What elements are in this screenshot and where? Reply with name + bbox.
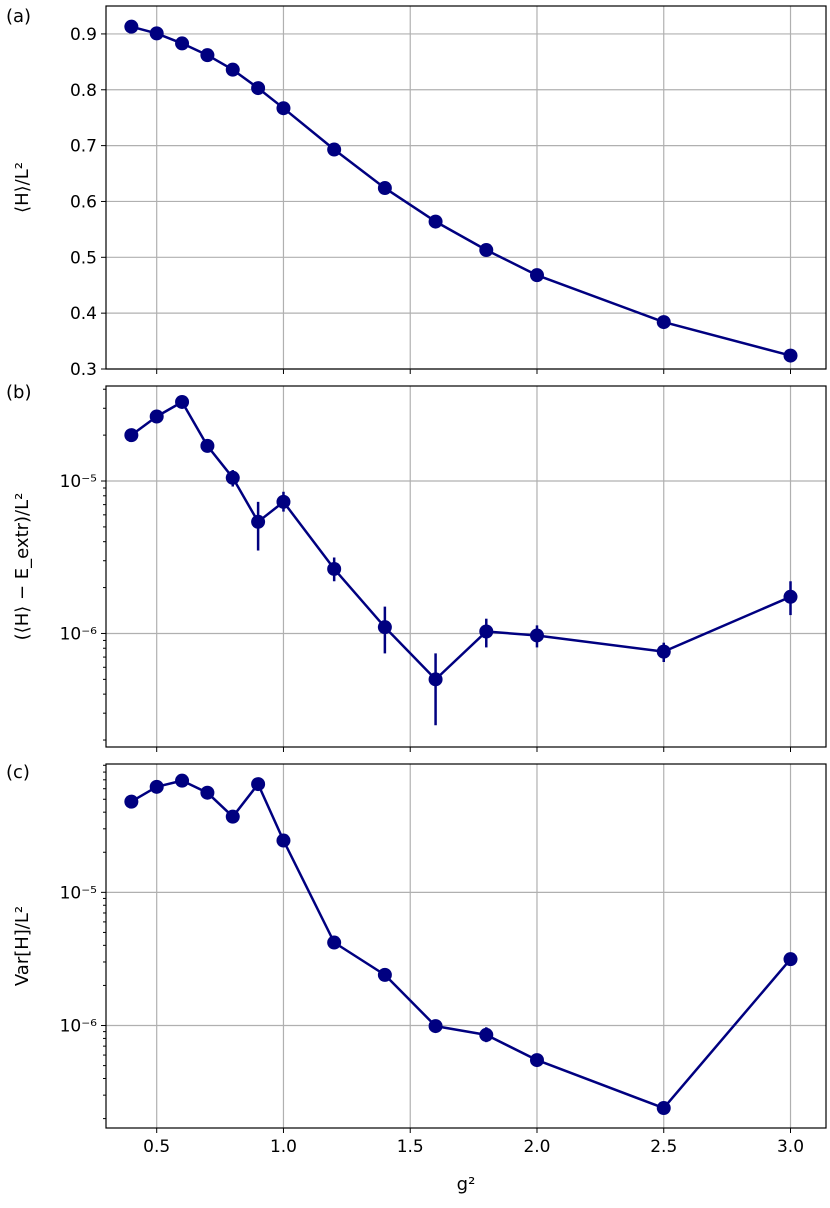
p0-point-6 — [276, 101, 291, 116]
p1-point-4 — [225, 470, 240, 485]
p0-point-9 — [428, 214, 443, 229]
p1-y-axis-label: (⟨H⟩ − E_extr)/L² — [12, 493, 33, 641]
panel-b: (b) 10⁻⁶ 10⁻⁵ (⟨H⟩ − E_extr)/L² — [6, 382, 827, 752]
p1-point-8 — [377, 620, 392, 635]
p0-point-12 — [656, 315, 671, 330]
panel-a-label: (a) — [6, 6, 31, 27]
xtick-label-0: 0.5 — [143, 1137, 170, 1157]
p0-point-0 — [124, 19, 139, 34]
panel-c: (c) 10⁻⁶ 10⁻⁵ 0.5 1.0 1.5 2.0 2.5 3.0 Var[H]/L² — [6, 762, 827, 1157]
xtick-label-3: 2.0 — [523, 1137, 550, 1157]
p0-point-2 — [175, 36, 190, 51]
p1-point-12 — [656, 644, 671, 659]
p2-point-3 — [200, 785, 215, 800]
p0-ytick-label-1: 0.4 — [70, 304, 97, 324]
p2-point-4 — [225, 809, 240, 824]
xtick-label-2: 1.5 — [397, 1137, 424, 1157]
p2-y-axis-label: Var[H]/L² — [12, 906, 33, 986]
p2-frame — [105, 763, 827, 1129]
p0-ytick-label-4: 0.7 — [70, 137, 97, 157]
panel-a: (a) 0.3 0.4 0.5 0.6 0.7 0.8 0.9 ⟨H⟩/L² — [6, 5, 827, 380]
p0-point-5 — [251, 81, 266, 96]
p0-ytick-label-3: 0.6 — [70, 192, 97, 212]
p1-point-5 — [251, 514, 266, 529]
p0-y-axis-label: ⟨H⟩/L² — [12, 162, 33, 213]
p1-series-line — [130, 400, 791, 681]
p2-ytick-label-1: 10⁻⁵ — [60, 883, 97, 903]
p2-point-9 — [428, 1019, 443, 1034]
p0-point-11 — [529, 268, 544, 283]
p1-point-13 — [783, 589, 798, 604]
x-axis-label: g² — [457, 1174, 476, 1195]
p2-point-6 — [276, 833, 291, 848]
p2-point-11 — [529, 1053, 544, 1068]
p2-point-0 — [124, 794, 139, 809]
p2-point-13 — [783, 952, 798, 967]
p0-point-1 — [149, 26, 164, 41]
p0-ytick-label-0: 0.3 — [70, 360, 97, 380]
p2-point-12 — [656, 1101, 671, 1116]
panel-c-label: (c) — [6, 762, 30, 783]
p1-ytick-label-1: 10⁻⁵ — [60, 472, 97, 492]
p2-series-line — [130, 779, 792, 1110]
xtick-label-1: 1.0 — [270, 1137, 297, 1157]
p0-point-13 — [783, 348, 798, 363]
p1-point-11 — [529, 628, 544, 643]
p1-point-0 — [124, 428, 139, 443]
p0-point-7 — [327, 142, 342, 157]
p1-point-3 — [200, 438, 215, 453]
p0-point-10 — [479, 243, 494, 258]
p0-ytick-label-2: 0.5 — [70, 248, 97, 268]
p1-ytick-label-0: 10⁻⁶ — [60, 624, 98, 644]
xtick-label-5: 3.0 — [777, 1137, 804, 1157]
p1-point-9 — [428, 672, 443, 687]
p1-point-10 — [479, 624, 494, 639]
p2-point-5 — [251, 777, 266, 792]
p2-point-1 — [149, 779, 164, 794]
p0-point-8 — [377, 181, 392, 196]
xtick-label-4: 2.5 — [650, 1137, 677, 1157]
p0-point-4 — [225, 62, 240, 77]
p0-ytick-label-6: 0.9 — [70, 25, 97, 45]
p2-point-8 — [377, 967, 392, 982]
p1-point-1 — [149, 409, 164, 424]
p2-point-2 — [175, 773, 190, 788]
p1-point-2 — [175, 394, 190, 409]
p1-frame — [105, 385, 827, 748]
p0-ytick-label-5: 0.8 — [70, 81, 97, 101]
shared-x-axis: g² — [457, 1174, 476, 1195]
p2-point-7 — [327, 935, 342, 950]
p2-point-10 — [479, 1027, 494, 1042]
panel-b-label: (b) — [6, 382, 31, 403]
p1-point-6 — [276, 494, 291, 509]
p0-frame — [105, 5, 827, 370]
p0-point-3 — [200, 48, 215, 63]
p1-point-7 — [327, 561, 342, 576]
p2-ytick-label-0: 10⁻⁶ — [60, 1017, 98, 1037]
